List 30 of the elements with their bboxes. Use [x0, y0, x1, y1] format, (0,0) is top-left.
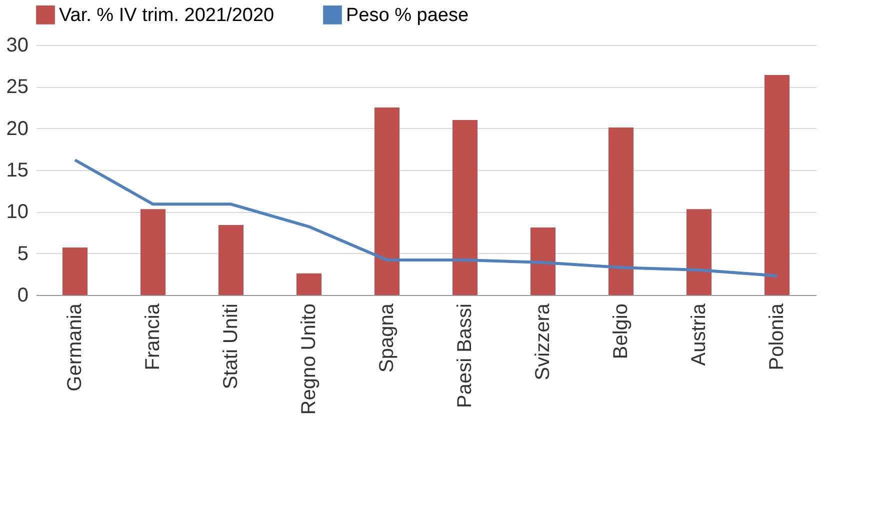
bar — [62, 248, 88, 295]
line-series — [74, 158, 778, 278]
bar — [764, 75, 790, 295]
bar — [140, 209, 166, 295]
x-tick-label: Francia — [142, 302, 164, 370]
legend-label: Var. % IV trim. 2021/2020 — [59, 4, 274, 26]
x-tick-label: Spagna — [376, 302, 398, 372]
x-tick-label: Stati Uniti — [220, 304, 242, 390]
bar — [296, 273, 322, 295]
bar — [608, 128, 634, 295]
y-tick-label: 20 — [6, 118, 28, 140]
x-tick-label: Svizzera — [532, 302, 554, 380]
y-tick-label: 0 — [17, 284, 28, 306]
x-tick-label: Austria — [688, 302, 710, 366]
y-tick-label: 30 — [6, 34, 28, 56]
x-tick-label: Belgio — [610, 304, 632, 360]
y-tick-label: 15 — [6, 160, 28, 182]
x-tick-label: Regno Unito — [298, 304, 320, 415]
bar — [452, 120, 478, 295]
y-tick-label: 10 — [6, 201, 28, 224]
legend-label: Peso % paese — [346, 4, 469, 26]
bar — [686, 209, 712, 295]
bar — [218, 225, 244, 295]
bar — [530, 228, 556, 295]
x-tick-label: Germania — [64, 302, 86, 392]
x-tick-label: Paesi Bassi — [454, 304, 476, 408]
x-tick-label: Polonia — [766, 302, 788, 370]
y-tick-label: 25 — [6, 76, 28, 98]
bar — [374, 108, 400, 295]
y-tick-label: 5 — [17, 242, 28, 265]
